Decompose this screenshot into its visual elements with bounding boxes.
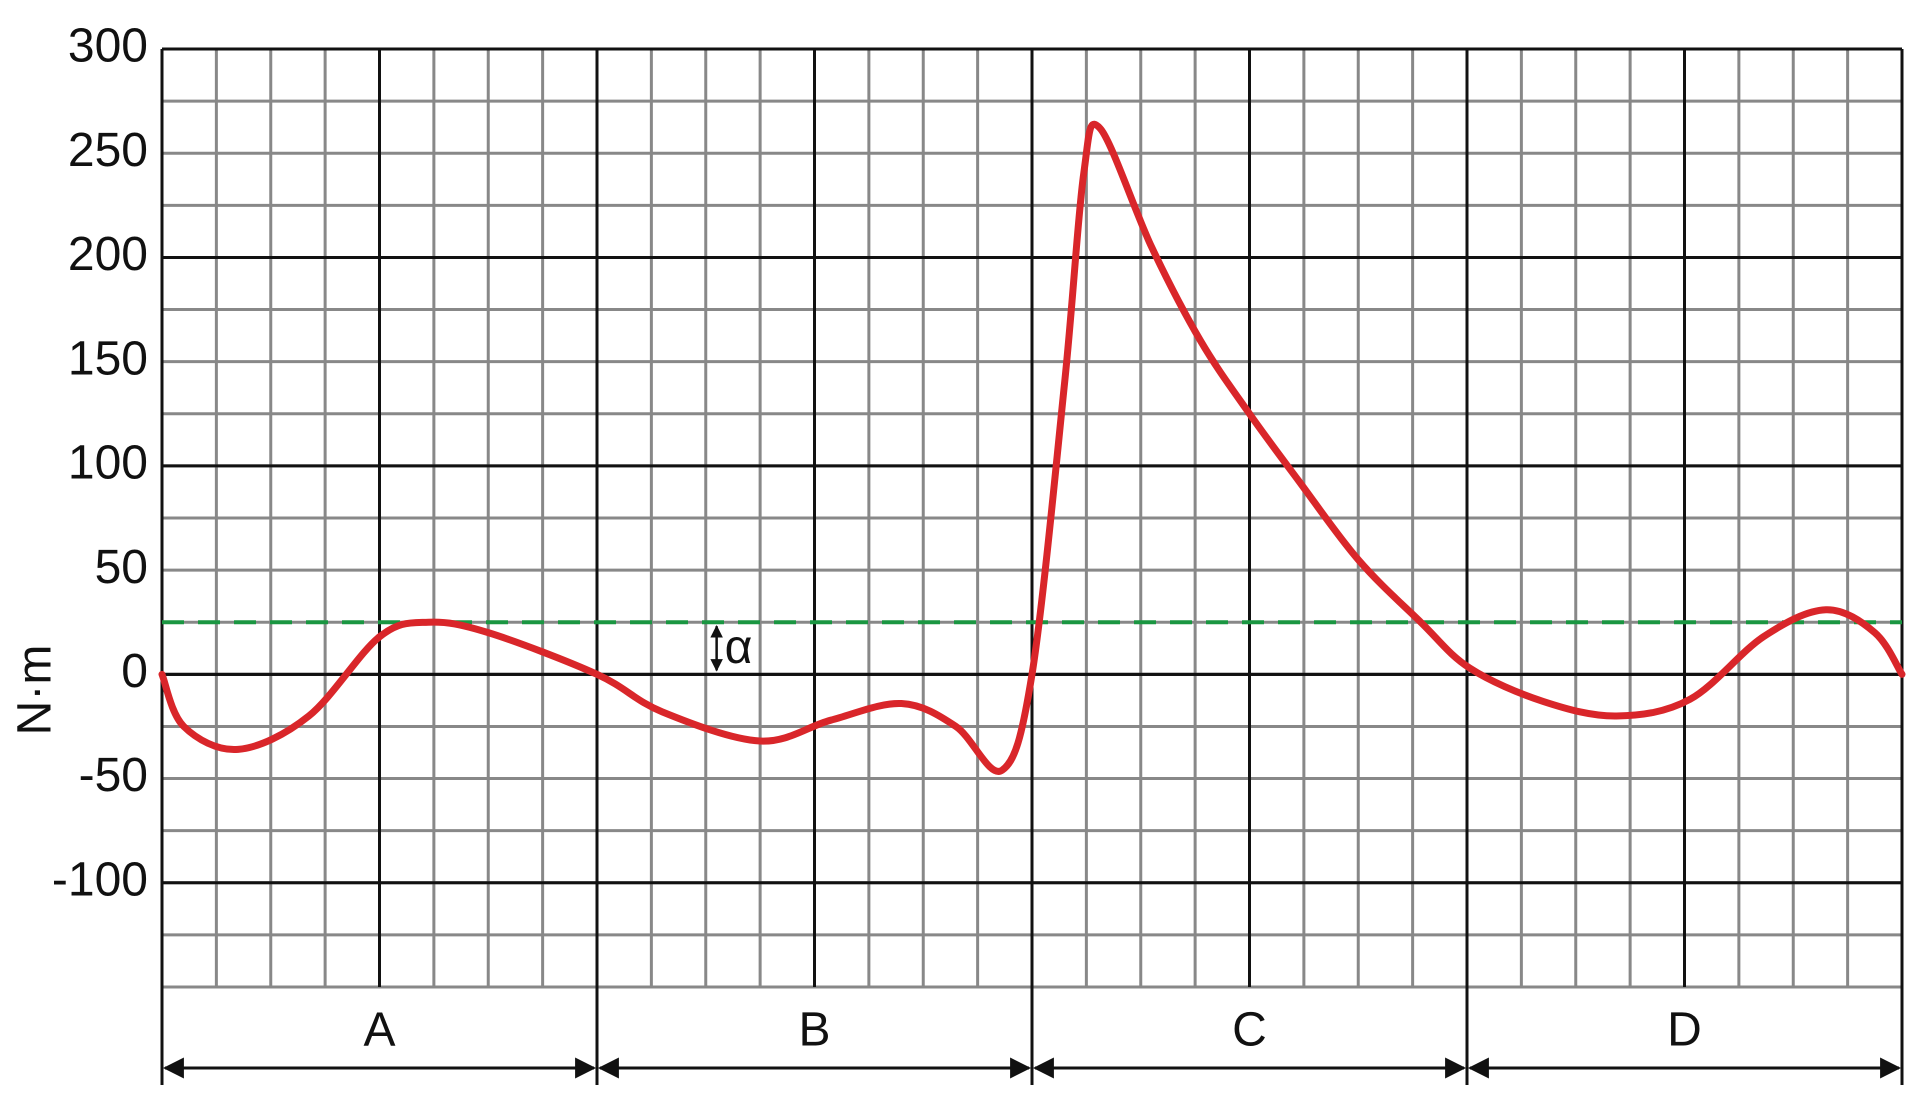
section-label: C	[1232, 1004, 1267, 1057]
annotation-label: α	[725, 621, 753, 674]
y-tick-label: 200	[68, 228, 148, 281]
y-axis-label: N·m	[9, 645, 62, 736]
section-label: D	[1667, 1004, 1702, 1057]
y-tick-label: 250	[68, 124, 148, 177]
y-tick-label: 50	[95, 541, 148, 594]
y-tick-label: 100	[68, 437, 148, 490]
data-line	[158, 120, 1906, 775]
y-tick-label: -100	[52, 853, 148, 906]
y-tick-label: -50	[79, 749, 148, 802]
section-label: B	[798, 1004, 830, 1057]
y-tick-label: 300	[68, 20, 148, 73]
y-tick-label: 150	[68, 332, 148, 385]
y-tick-label: 0	[121, 645, 148, 698]
section-label: A	[363, 1004, 395, 1057]
